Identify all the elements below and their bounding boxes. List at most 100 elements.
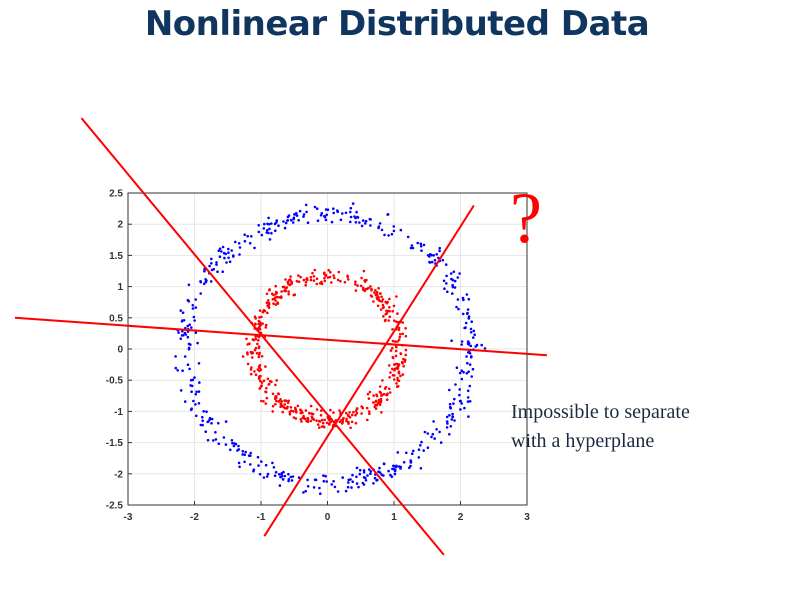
data-point xyxy=(217,421,220,425)
data-point xyxy=(480,343,484,347)
data-point xyxy=(364,479,368,482)
data-point xyxy=(210,262,213,265)
data-point xyxy=(279,402,283,406)
data-point xyxy=(292,216,296,220)
x-tick-label: 2 xyxy=(458,512,464,523)
data-point xyxy=(254,346,258,350)
data-point xyxy=(302,278,306,282)
data-point xyxy=(332,480,335,483)
data-point xyxy=(401,332,405,336)
data-point xyxy=(318,420,322,423)
data-point xyxy=(352,410,355,414)
data-point xyxy=(372,300,375,303)
data-point xyxy=(388,376,391,379)
data-point xyxy=(364,219,368,223)
data-point xyxy=(458,393,461,397)
data-point xyxy=(287,290,290,293)
data-point xyxy=(458,388,462,391)
series-0-points xyxy=(174,202,487,496)
data-point xyxy=(311,271,314,275)
data-point xyxy=(274,229,277,232)
data-point xyxy=(378,385,382,388)
data-point xyxy=(404,327,407,330)
data-point xyxy=(402,461,406,464)
data-point xyxy=(374,399,378,403)
data-point xyxy=(274,383,277,387)
data-point xyxy=(232,255,235,258)
data-point xyxy=(230,249,233,252)
data-point xyxy=(449,272,453,275)
data-point xyxy=(358,472,362,476)
x-tick-labels: -3 -2 -1 0 1 2 3 xyxy=(124,512,531,523)
data-point xyxy=(238,246,242,249)
data-point xyxy=(463,406,466,410)
data-point xyxy=(258,377,261,381)
data-point xyxy=(277,224,280,227)
data-point xyxy=(174,355,177,358)
data-point xyxy=(475,343,479,347)
data-point xyxy=(283,289,287,293)
data-point xyxy=(369,285,372,288)
data-point xyxy=(324,474,327,478)
data-point xyxy=(196,341,199,345)
data-point xyxy=(270,380,273,384)
data-point xyxy=(347,481,350,484)
data-point xyxy=(324,208,328,211)
data-point xyxy=(268,382,271,386)
hyperplane-line-1 xyxy=(80,117,445,556)
data-point xyxy=(174,366,178,370)
data-point xyxy=(350,486,353,489)
data-point xyxy=(412,449,415,453)
data-point xyxy=(325,480,329,483)
data-point xyxy=(308,411,311,415)
data-point xyxy=(241,449,245,453)
data-point xyxy=(228,260,232,264)
data-point xyxy=(265,396,269,400)
data-point xyxy=(230,439,234,442)
data-point xyxy=(423,430,427,434)
data-point xyxy=(297,219,301,222)
data-point xyxy=(246,352,249,356)
data-point xyxy=(199,292,202,295)
data-point xyxy=(448,388,451,392)
data-point xyxy=(234,240,237,244)
data-point xyxy=(393,472,397,476)
data-point xyxy=(471,367,475,371)
data-point xyxy=(280,400,284,403)
data-point xyxy=(387,364,391,367)
data-point xyxy=(258,366,261,370)
data-point xyxy=(227,256,230,260)
data-point xyxy=(254,335,257,338)
data-point xyxy=(374,407,378,410)
data-point xyxy=(377,287,380,290)
data-point xyxy=(224,443,228,446)
data-point xyxy=(350,420,354,424)
data-point xyxy=(312,486,316,489)
data-point xyxy=(381,379,384,382)
data-point xyxy=(336,278,340,282)
data-point xyxy=(387,234,390,237)
data-point xyxy=(238,253,241,256)
data-point xyxy=(187,347,191,351)
data-point xyxy=(268,238,272,241)
data-point xyxy=(262,227,266,230)
data-point xyxy=(448,405,452,409)
data-point xyxy=(341,212,344,215)
data-point xyxy=(257,355,261,359)
data-point xyxy=(203,269,206,273)
data-point xyxy=(323,215,327,219)
data-point xyxy=(304,489,308,493)
data-point xyxy=(274,290,278,294)
data-point xyxy=(280,290,283,293)
data-point xyxy=(398,335,402,339)
data-point xyxy=(341,476,345,479)
data-point xyxy=(189,343,192,346)
data-point xyxy=(189,384,192,387)
data-point xyxy=(451,278,455,282)
data-point xyxy=(472,336,475,339)
data-point xyxy=(214,438,218,441)
data-point xyxy=(257,230,261,234)
data-point xyxy=(391,467,394,471)
data-point xyxy=(330,220,334,224)
data-point xyxy=(319,214,323,217)
